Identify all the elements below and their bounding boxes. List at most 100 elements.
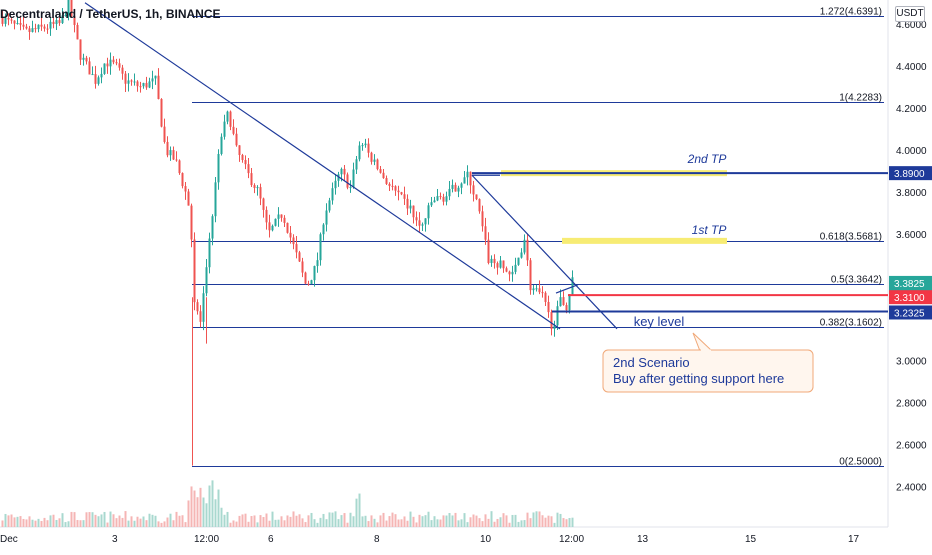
volume-bar: [376, 522, 379, 527]
volume-bar: [475, 515, 478, 527]
candle-body: [49, 21, 52, 29]
volume-bar: [280, 516, 283, 527]
candle-body: [250, 173, 253, 186]
price-axis[interactable]: 4.6000 4.4000 4.2000 4.0000 3.8000 3.6000 3.00…: [896, 20, 927, 494]
candle-body: [88, 61, 91, 75]
price-label-text: 3.3100: [894, 293, 925, 304]
candle-body: [487, 239, 490, 263]
candle-body: [490, 258, 493, 263]
candle-body: [211, 216, 214, 239]
channel-trendline[interactable]: [471, 174, 618, 330]
volume-bar: [52, 514, 55, 527]
volume-bar: [346, 522, 349, 527]
candle-body: [136, 81, 139, 87]
volume-bar: [442, 515, 445, 527]
candle-body: [553, 325, 556, 329]
volume-bar: [403, 516, 406, 527]
candle-body: [91, 74, 94, 76]
candle-body: [559, 297, 562, 307]
time-tick-label: 8: [374, 534, 380, 545]
volume-bar: [448, 513, 451, 527]
candle-body: [202, 293, 205, 322]
candle-body: [376, 159, 379, 170]
time-tick-label: 3: [112, 534, 118, 545]
volume-bar: [124, 511, 127, 527]
volume-bar: [214, 499, 217, 527]
currency-unit-button[interactable]: USDT: [895, 6, 925, 22]
price-tick-label: 2.4000: [896, 483, 927, 494]
volume-bar: [61, 513, 64, 527]
trendlines[interactable]: [84, 2, 618, 330]
candle-body: [280, 214, 283, 218]
volume-bar: [205, 503, 208, 527]
volume-bar: [160, 522, 163, 527]
volume-bar: [247, 521, 250, 527]
candle-body: [460, 183, 463, 188]
volume-bar: [232, 520, 235, 527]
volume-bar: [178, 515, 181, 527]
price-label-tag: [889, 166, 932, 181]
volume-bar: [385, 520, 388, 527]
volume-bar: [379, 515, 382, 527]
candle-body: [316, 260, 319, 267]
volume-bar: [304, 522, 307, 527]
candle-body: [142, 82, 145, 87]
volume-bar: [367, 521, 370, 527]
candle-body: [373, 159, 376, 162]
volume-bar: [358, 493, 361, 527]
candle-body: [16, 23, 19, 25]
volume-bar: [310, 512, 313, 527]
candle-body: [364, 143, 367, 146]
candle-body: [322, 224, 325, 235]
candle-body: [469, 171, 472, 186]
fib-level-label: 1(4.2283): [839, 93, 882, 104]
candle-body: [163, 126, 166, 142]
candle-body: [415, 217, 418, 221]
price-tick-label: 4.2000: [896, 104, 927, 115]
fibonacci-retracement[interactable]: 1.272(4.6391) 1(4.2283) 0.618(3.5681) 0.5(3…: [192, 7, 884, 468]
candle-body: [337, 174, 340, 181]
candle-body: [529, 260, 532, 291]
candle-body: [274, 218, 277, 226]
candle-body: [391, 185, 394, 187]
volume-bar: [289, 516, 292, 527]
time-axis[interactable]: Dec 3 12:00 6 8 10 12:00 13 15 17: [0, 534, 860, 545]
volume-bar: [454, 512, 457, 527]
candle-body: [436, 196, 439, 201]
candle-body: [565, 305, 568, 311]
candle-body: [55, 20, 58, 25]
volume-bar: [70, 511, 73, 527]
volume-bar: [190, 486, 193, 527]
volume-bar: [319, 517, 322, 527]
candle-body: [85, 57, 88, 62]
volume-bar: [433, 516, 436, 527]
volume-bar: [37, 518, 40, 527]
volume-bar: [208, 485, 211, 527]
upper-trendline[interactable]: [84, 2, 561, 330]
candle-body: [241, 154, 244, 160]
candle-body: [166, 141, 169, 156]
candle-body: [307, 283, 310, 285]
candle-body: [526, 239, 529, 261]
candle-body: [445, 196, 448, 202]
volume-bar: [10, 514, 13, 527]
candle-body: [361, 145, 364, 147]
volume-bar: [406, 520, 409, 527]
volume-bar: [145, 520, 148, 527]
candle-body: [343, 168, 346, 175]
breakout-segment[interactable]: [555, 284, 579, 294]
candle-body: [148, 81, 151, 88]
horizontal-levels[interactable]: [472, 172, 888, 313]
candle-body: [475, 194, 478, 200]
volume-bar: [112, 514, 115, 527]
volume-bar: [31, 519, 34, 527]
volume-bar: [220, 507, 223, 527]
time-tick-label: 15: [745, 534, 757, 545]
volume-bar: [262, 516, 265, 527]
candle-body: [304, 272, 307, 284]
volume-bar: [211, 480, 214, 527]
time-tick-label: 13: [637, 534, 649, 545]
candle-body: [259, 187, 262, 199]
